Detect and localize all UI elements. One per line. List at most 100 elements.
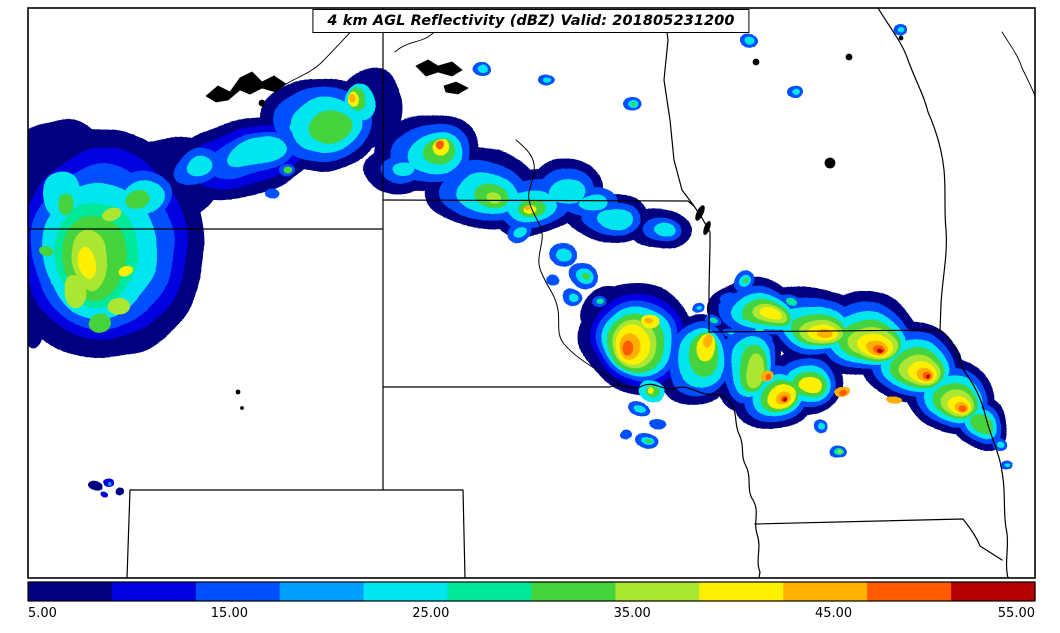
radar-cell: [760, 308, 780, 322]
radar-cell: [187, 155, 213, 175]
radar-cell: [478, 66, 488, 74]
lake-wy-2: [240, 406, 244, 410]
radar-cell: [97, 488, 105, 494]
radar-cell: [578, 194, 606, 210]
radar-cell: [515, 227, 531, 237]
lake-fort-peck: [205, 71, 287, 103]
radar-cell: [959, 405, 967, 413]
radar-cell: [993, 439, 1001, 445]
plot-title: 4 km AGL Reflectivity (dBZ) Valid: 20180…: [312, 9, 750, 33]
radar-cell: [88, 310, 112, 330]
radar-cell: [632, 98, 636, 102]
radar-cell: [842, 390, 850, 396]
state-border-nd-sd: [382, 199, 695, 207]
colorbar-segment: [28, 582, 113, 601]
lake-mn-3: [898, 35, 904, 41]
radar-cell: [284, 168, 294, 176]
radar-cell: [876, 345, 882, 351]
radar-cell: [785, 398, 789, 402]
colorbar-tick-label: 5.00: [28, 606, 57, 621]
radar-cell: [817, 423, 825, 429]
radar-cell: [114, 484, 124, 492]
radar-cell: [28, 294, 48, 346]
radar-cell: [597, 299, 605, 305]
colorbar-segment: [279, 582, 365, 601]
radar-cell: [836, 450, 840, 454]
colorbar-segment: [615, 582, 700, 601]
state-border-ia-mo: [754, 518, 1003, 561]
radar-cell: [713, 316, 721, 322]
radar-cell: [746, 39, 756, 47]
colorbar-segment: [195, 582, 281, 601]
colorbar-tick-labels: 5.00 15.00 25.00 35.00 45.00 55.00: [28, 606, 1035, 621]
radar-cell: [654, 221, 676, 235]
radar-cell: [649, 416, 665, 428]
state-border-mn-ia: [708, 329, 941, 333]
radar-cell: [744, 280, 750, 284]
radar-cell: [744, 354, 762, 386]
radar-cell: [224, 138, 288, 170]
radar-cell: [86, 478, 100, 488]
radar-cell: [108, 294, 132, 312]
radar-cell: [816, 326, 832, 338]
lake-wy-1: [235, 389, 241, 395]
radar-cell: [310, 109, 350, 143]
state-border-sd-ne: [382, 383, 731, 403]
colorbar-segment: [447, 582, 533, 601]
radar-cell: [559, 252, 575, 264]
colorbar-segment: [951, 582, 1036, 601]
colorbar-tick-label: 45.00: [815, 606, 852, 621]
radar-cell: [699, 304, 705, 308]
radar-cell: [100, 205, 120, 219]
lake-mille-lacs: [824, 157, 836, 169]
radar-cell: [645, 439, 651, 443]
radar-cell: [552, 178, 584, 202]
lake-devils-1: [415, 59, 463, 77]
colorbar-segment: [111, 582, 197, 601]
radar-cell: [739, 344, 745, 348]
colorbar-segment: [363, 582, 449, 601]
radar-cell: [263, 191, 277, 201]
colorbar-frame: [27, 581, 1036, 602]
lake-traverse: [695, 205, 705, 221]
radar-cell: [705, 335, 715, 349]
colorbar: [28, 582, 1036, 601]
state-border-ne-ia-missouri-river: [729, 401, 761, 578]
colorbar-tick-label: 55.00: [998, 606, 1035, 621]
radar-cell: [764, 372, 770, 378]
radar-cell: [801, 377, 825, 395]
radar-cell: [41, 247, 55, 257]
radar-cell: [117, 265, 131, 275]
radar-cell: [642, 316, 650, 322]
colorbar-segment: [867, 582, 952, 601]
radar-cell: [65, 276, 85, 304]
colorbar-segment: [783, 582, 868, 601]
radar-cell: [925, 374, 929, 378]
state-border-co-ne: [462, 489, 466, 578]
lake-mn-2: [845, 53, 853, 61]
radar-cell: [435, 143, 443, 151]
radar-cell: [889, 398, 903, 406]
radar-cell: [1001, 461, 1007, 465]
radar-cell: [486, 192, 502, 204]
colorbar-tick-label: 35.00: [614, 606, 651, 621]
radar-cell: [545, 73, 553, 79]
colorbar-tick-label: 15.00: [211, 606, 248, 621]
river-wisconsin: [1001, 31, 1035, 97]
radar-cell: [595, 208, 631, 228]
radar-cell: [291, 123, 305, 133]
radar-cell: [567, 292, 577, 300]
radar-cell: [786, 296, 796, 304]
reflectivity-field: [28, 23, 1009, 494]
radar-cell: [622, 342, 632, 358]
state-border-mn-wi: [877, 8, 947, 331]
state-border-ut-co: [126, 489, 131, 578]
radar-cell: [80, 246, 96, 278]
radar-cell: [620, 431, 632, 441]
colorbar-tick-label: 25.00: [412, 606, 449, 621]
lake-devils-2: [443, 81, 469, 95]
river-missouri-dakotas: [515, 139, 623, 388]
colorbar-segment: [531, 582, 617, 601]
radar-cell: [57, 195, 73, 215]
